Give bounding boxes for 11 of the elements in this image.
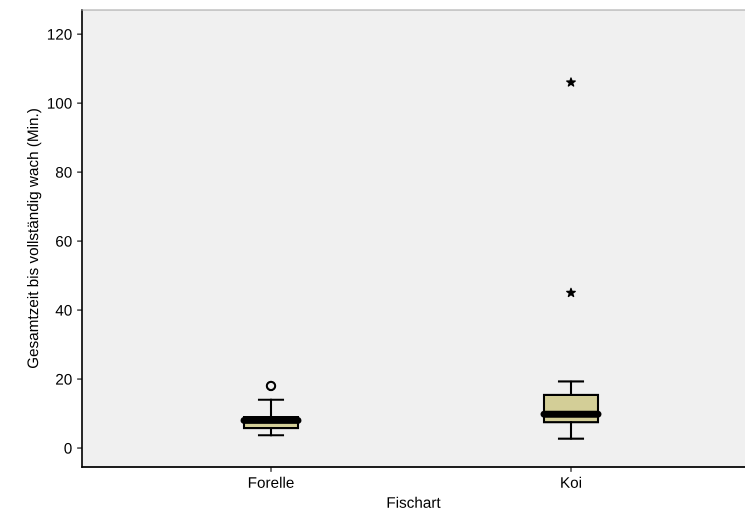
y-tick-label: 40 xyxy=(56,304,72,316)
x-axis-title: Fischart xyxy=(388,496,441,508)
y-tick-label: 120 xyxy=(48,29,72,40)
x-tick-label: Koi xyxy=(561,476,582,488)
y-tick-label: 20 xyxy=(56,374,72,385)
y-axis-title: Gesamtzeit bis vollständig wach (Min.) xyxy=(26,109,42,368)
y-tick-label: 60 xyxy=(56,236,72,247)
y-tick-label: 100 xyxy=(48,98,72,109)
y-tick-label: 0 xyxy=(64,442,72,454)
x-tick-label: Forelle xyxy=(248,476,294,488)
y-tick-label: 80 xyxy=(56,166,72,178)
